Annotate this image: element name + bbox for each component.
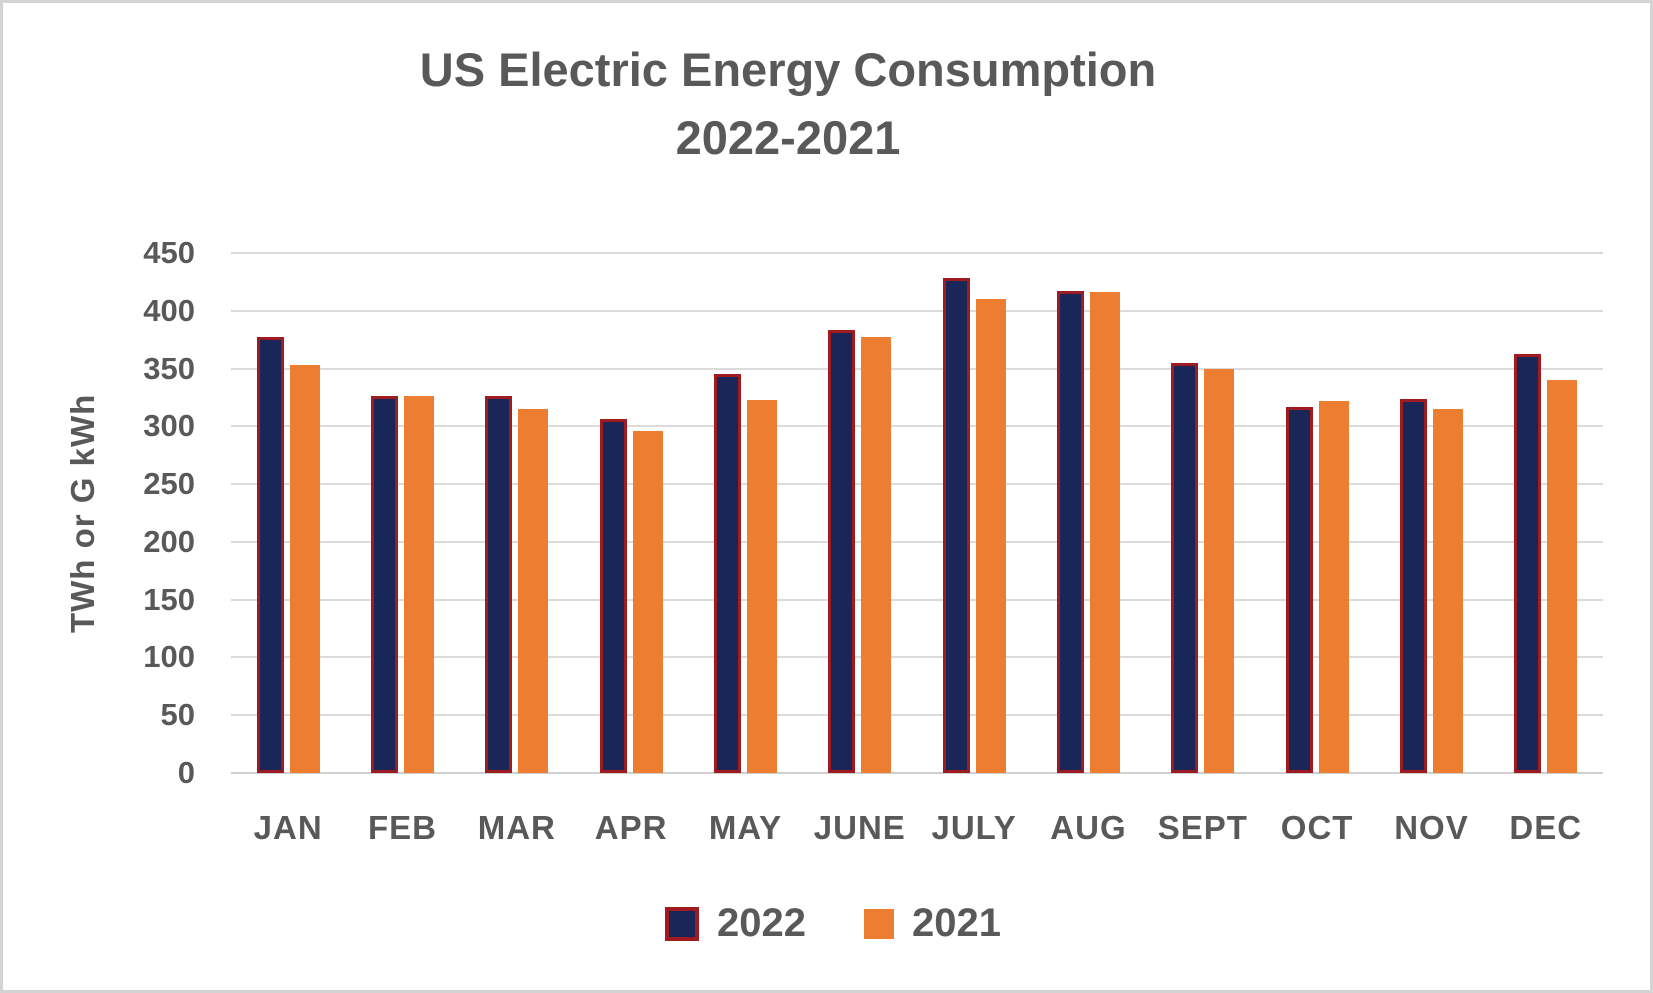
legend-label-2021: 2021 [912,901,1001,945]
bar-2022-mar [485,396,513,773]
bar-2022-june [828,330,856,773]
bar-2022-dec [1514,353,1542,773]
x-label-june: JUNE [813,809,906,846]
bar-2021-mar [518,409,549,773]
bar-2021-may [746,399,777,773]
bar-group-sept [1146,253,1260,773]
y-tick-label-450: 450 [143,235,195,270]
bar-2022-aug [1056,291,1084,773]
bar-2022-sept [1171,362,1199,773]
y-tick-label-250: 250 [143,466,195,502]
bar-2021-nov [1432,409,1463,773]
x-label-nov: NOV [1394,809,1469,846]
bar-group-dec [1489,253,1603,773]
bar-group-july [917,253,1031,773]
gridline-250 [231,483,1603,486]
x-axis-line [231,772,1603,774]
bar-group-apr [574,253,688,773]
gridline-300 [231,425,1603,428]
legend: 2022 2021 [3,901,1650,946]
bar-2022-may [713,374,741,773]
bar-2022-july [942,278,970,773]
x-label-apr: APR [594,809,668,846]
y-tick-label-100: 100 [143,639,195,675]
bar-2022-feb [370,396,398,773]
x-label-oct: OCT [1280,809,1354,846]
gridline-200 [231,540,1603,543]
bar-2022-jan [256,337,284,773]
x-label-feb: FEB [367,809,437,846]
y-tick-label-150: 150 [143,581,195,617]
bar-group-aug [1031,253,1145,773]
bar-2021-jan [289,365,320,773]
bar-2022-oct [1285,406,1313,773]
plot-area [231,252,1603,774]
bar-group-jan [231,253,345,773]
chart-title-line1: US Electric Energy Consumption [419,43,1157,96]
bar-group-june [803,253,917,773]
y-tick-label-50: 50 [160,697,195,733]
bar-2022-nov [1399,398,1427,773]
x-label-sept: SEPT [1157,809,1248,846]
bar-group-may [688,253,802,773]
x-label-dec: DEC [1509,809,1583,846]
legend-swatch-2022 [665,906,700,941]
gridline-450 [231,252,1603,254]
bar-2021-sept [1204,368,1235,773]
gridline-350 [231,367,1603,370]
bar-2021-june [861,337,892,773]
gridline-100 [231,656,1603,659]
y-tick-label-200: 200 [143,523,195,559]
chart-title-line2: 2022-2021 [675,111,901,165]
y-tick-label-400: 400 [143,292,195,328]
bar-group-mar [460,253,574,773]
y-tick-label-0: 0 [177,755,195,790]
x-label-mar: MAR [477,809,556,846]
bar-2021-oct [1318,400,1349,773]
bars-row [231,253,1603,773]
x-label-jan: JAN [253,809,323,846]
gridline-50 [231,714,1603,717]
chart-title: US Electric Energy Consumption 2022-2021 [3,43,1573,165]
bar-2021-aug [1089,292,1120,773]
y-tick-label-350: 350 [143,350,195,386]
x-label-july: JULY [931,809,1017,846]
bar-group-nov [1374,253,1488,773]
bar-2021-july [975,299,1006,773]
bar-group-oct [1260,253,1374,773]
bar-group-feb [345,253,459,773]
bar-2021-feb [403,396,434,773]
bar-2021-dec [1547,380,1578,773]
x-axis-labels: JAN FEB MAR APR MAY JUNE JULY AUG SEPT OCT NOV DEC [231,809,1603,847]
y-tick-label-300: 300 [143,408,195,444]
bar-2021-apr [632,430,663,773]
x-label-may: MAY [708,809,783,846]
legend-label-2022: 2022 [717,901,806,945]
gridline-400 [231,309,1603,312]
y-axis-title: TWh or G kWh [64,393,101,633]
legend-swatch-2021 [864,908,894,939]
legend-item-2022: 2022 [665,901,806,946]
bar-2022-apr [599,419,627,773]
gridline-150 [231,598,1603,601]
x-label-aug: AUG [1050,809,1127,846]
legend-item-2021: 2021 [864,901,1001,946]
